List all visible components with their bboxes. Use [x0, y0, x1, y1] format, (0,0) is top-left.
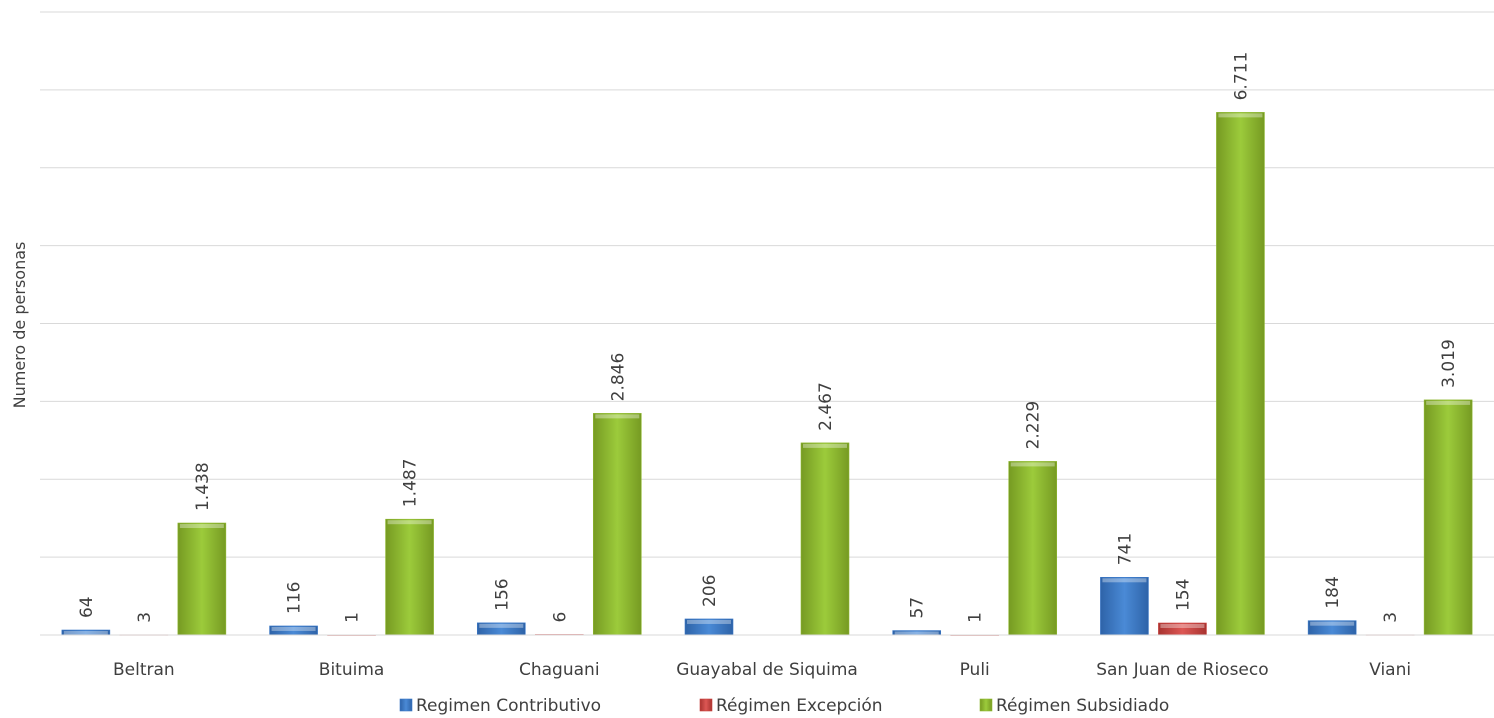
- x-tick-label: Chaguani: [519, 660, 600, 680]
- bar-highlight: [894, 631, 939, 635]
- data-label: 3: [1381, 612, 1401, 623]
- legend-swatch: [399, 698, 413, 712]
- legend-label: Régimen Subsidiado: [996, 696, 1169, 716]
- data-label: 2.229: [1024, 401, 1044, 450]
- legend-label: Régimen Excepción: [716, 696, 883, 716]
- bar-highlight: [595, 414, 640, 419]
- data-label: 1: [966, 612, 986, 623]
- legend-swatch: [699, 698, 713, 712]
- legend-swatch: [979, 698, 993, 712]
- bar: [592, 413, 642, 636]
- data-label: 206: [700, 575, 720, 607]
- data-label: 3.019: [1439, 339, 1459, 388]
- gridlines: [40, 11, 1494, 558]
- bar-highlight: [1160, 624, 1205, 629]
- x-tick-label: Beltran: [113, 660, 175, 680]
- bar-highlight: [271, 626, 316, 631]
- legend: Regimen Contributivo Régimen Excepción Rég…: [399, 696, 1169, 716]
- x-tick-label: Puli: [960, 660, 990, 680]
- data-label: 6: [550, 612, 570, 623]
- data-label: 3: [135, 612, 155, 623]
- data-label: 1: [343, 612, 363, 623]
- bar: [385, 518, 434, 636]
- bar-highlight: [1426, 400, 1471, 405]
- bar-highlight: [1218, 113, 1263, 118]
- data-label: 156: [492, 578, 512, 610]
- x-tick-label: San Juan de Rioseco: [1096, 660, 1268, 680]
- bars: [61, 112, 1473, 637]
- x-tick-label: Viani: [1369, 660, 1411, 680]
- data-label: 57: [908, 597, 928, 619]
- bar-highlight: [121, 635, 166, 637]
- data-label: 6.711: [1231, 52, 1251, 101]
- x-tick-label: Guayabal de Siquima: [676, 660, 858, 680]
- data-label: 154: [1173, 579, 1193, 611]
- bar-highlight: [479, 623, 524, 628]
- x-tick-label: Bituima: [319, 660, 385, 680]
- bar-highlight: [537, 635, 582, 637]
- bar: [1008, 461, 1058, 636]
- bar-highlight: [63, 631, 108, 635]
- bar-highlight: [387, 520, 432, 525]
- bar: [177, 522, 227, 636]
- bar-highlight: [1310, 621, 1355, 626]
- bar-highlight: [329, 635, 374, 637]
- data-label: 64: [77, 596, 97, 618]
- x-axis-tick-labels: Beltran Bituima Chaguani Guayabal de Siquim…: [113, 660, 1411, 680]
- data-label: 2.846: [608, 353, 628, 402]
- bar: [800, 442, 850, 636]
- data-label: 2.467: [816, 382, 836, 431]
- bar: [1100, 576, 1149, 636]
- legend-label: Regimen Contributivo: [416, 696, 601, 716]
- bar: [1423, 399, 1473, 636]
- bar-highlight: [179, 524, 224, 529]
- y-axis-label: Numero de personas: [10, 242, 29, 409]
- data-label: 1.438: [193, 462, 213, 511]
- bar-highlight: [803, 443, 847, 448]
- data-label: 1.487: [401, 459, 421, 508]
- bar-highlight: [952, 635, 997, 637]
- bar-highlight: [687, 619, 731, 624]
- bar-highlight: [1102, 578, 1147, 583]
- data-label: 741: [1115, 533, 1135, 565]
- data-labels: 64 3 1.438 116 1 1.487 156 6 2.846 206 2.467 57 1 2.2…: [77, 52, 1459, 623]
- bar-highlight: [1010, 462, 1055, 467]
- data-label: 184: [1323, 576, 1343, 608]
- bar: [1216, 112, 1265, 636]
- data-label: 116: [285, 582, 305, 614]
- bar-highlight: [1368, 635, 1413, 637]
